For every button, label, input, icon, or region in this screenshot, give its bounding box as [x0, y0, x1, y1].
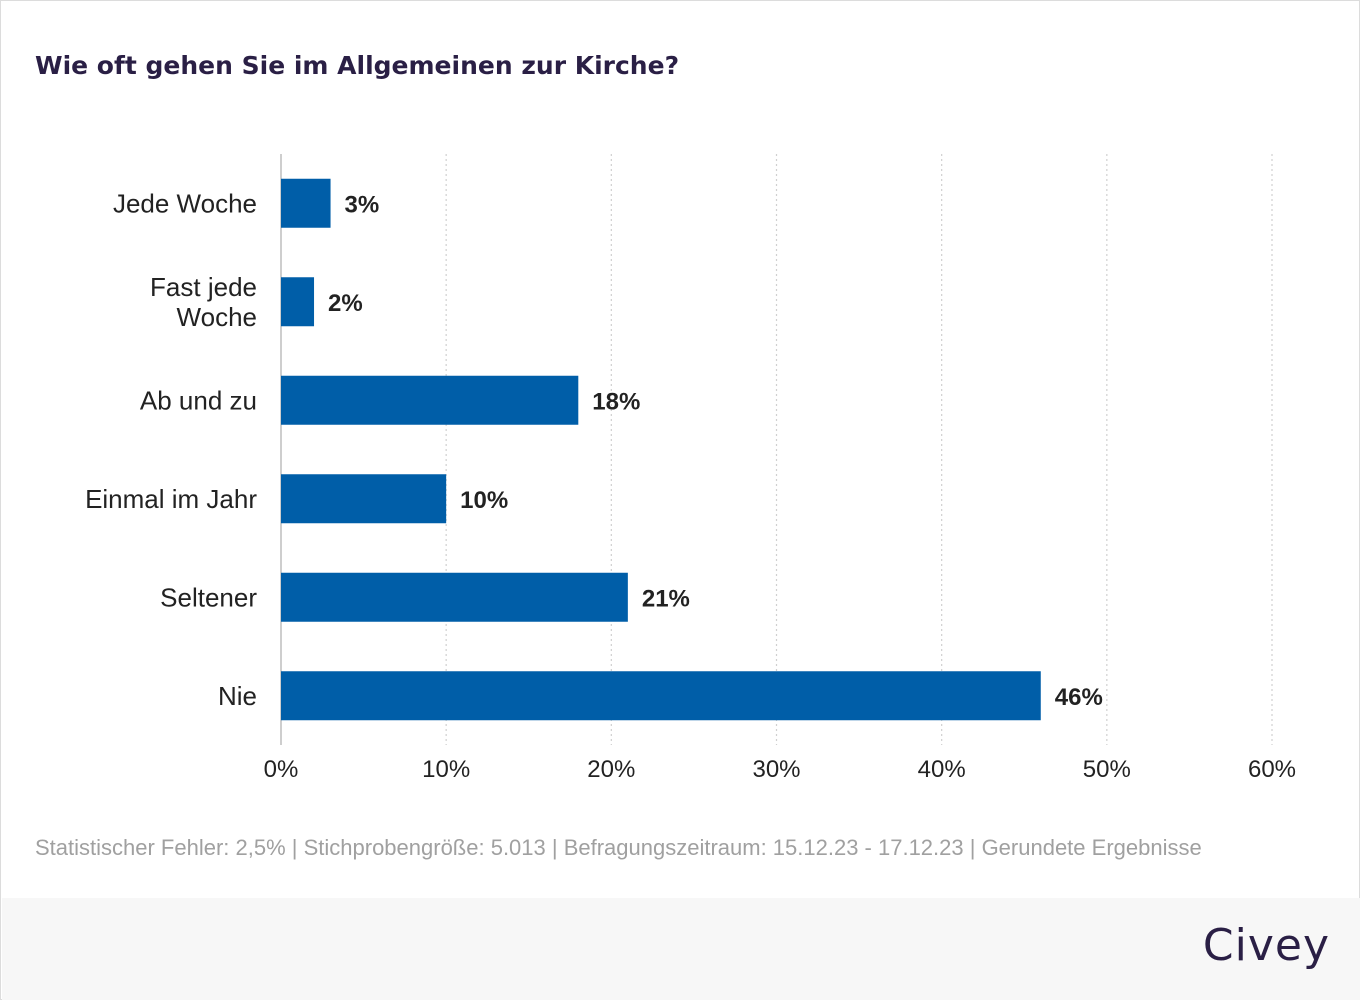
x-tick-label: 0%	[264, 756, 299, 783]
bar	[281, 671, 1041, 721]
category-label-line: Jede Woche	[113, 188, 257, 218]
x-tick-label: 30%	[752, 756, 800, 783]
bar	[281, 375, 579, 425]
bar	[281, 277, 315, 327]
category-labels: Jede Woche Fast jede Woche Ab und zu Einmal …	[85, 188, 257, 711]
category-label: Seltener	[160, 582, 257, 612]
category-label-line: Fast jede	[150, 272, 257, 302]
footer-bar: Civey	[2, 898, 1360, 1000]
chart-title: Wie oft gehen Sie im Allgemeinen zur Kir…	[35, 51, 680, 80]
value-labels: 3% 2% 18% 10% 21% 46%	[328, 191, 1103, 711]
data-label: 3%	[345, 191, 380, 218]
data-label: 2%	[328, 290, 363, 317]
bar-chart: Jede Woche Fast jede Woche Ab und zu Einmal …	[85, 154, 1296, 783]
x-tick-label: 20%	[587, 756, 635, 783]
category-label-line: Seltener	[160, 582, 257, 612]
bar	[281, 474, 447, 524]
category-label: Fast jede Woche	[150, 272, 257, 332]
category-label: Jede Woche	[113, 188, 257, 218]
data-label: 21%	[642, 585, 690, 612]
category-label-line: Woche	[177, 302, 257, 332]
grid-lines	[280, 154, 1273, 745]
data-label: 10%	[460, 487, 508, 514]
x-tick-label: 50%	[1083, 756, 1131, 783]
category-label-line: Einmal im Jahr	[85, 484, 257, 514]
x-tick-label: 40%	[918, 756, 966, 783]
category-label: Ab und zu	[140, 385, 257, 415]
category-label: Einmal im Jahr	[85, 484, 257, 514]
bar	[281, 178, 331, 228]
category-label: Nie	[218, 681, 257, 711]
x-tick-label: 60%	[1248, 756, 1296, 783]
x-axis-tick-labels: 0% 10% 20% 30% 40% 50% 60%	[264, 756, 1296, 783]
x-tick-label: 10%	[422, 756, 470, 783]
data-label: 18%	[592, 388, 640, 415]
data-label: 46%	[1055, 684, 1103, 711]
bar	[281, 572, 628, 622]
footnote: Statistischer Fehler: 2,5% | Stichproben…	[35, 835, 1202, 860]
category-label-line: Ab und zu	[140, 385, 257, 415]
brand-logo: Civey	[1202, 920, 1330, 971]
bars	[281, 178, 1041, 721]
category-label-line: Nie	[218, 681, 257, 711]
